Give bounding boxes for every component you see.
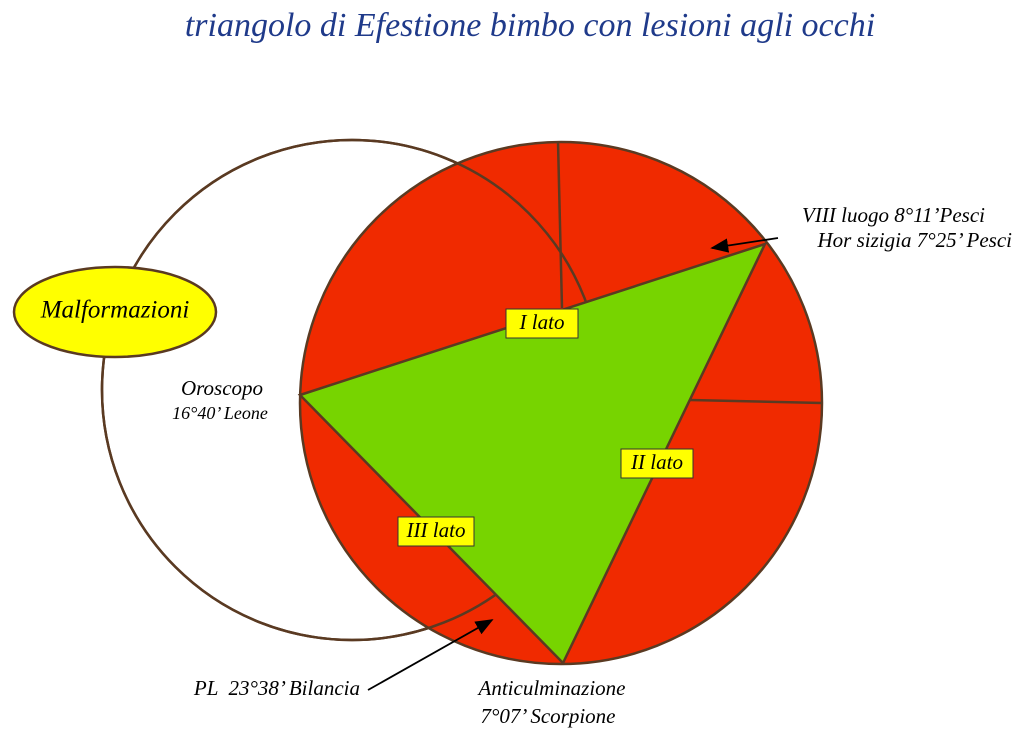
side-box [620,448,694,479]
divider [556,141,564,309]
point-label: VIII luogo 8°11’Pesci [802,203,985,227]
side-label: II lato [630,450,683,474]
oval [12,265,218,359]
point-detail: Hor sizigia 7°25’ Pesci [817,228,1013,252]
title: triangolo di Efestione bimbo con lesioni… [185,7,875,44]
arrow [367,619,494,691]
side-box [397,516,475,547]
side-box [505,308,579,339]
arrow [710,237,779,253]
side-label: I lato [519,310,565,334]
point-detail: 16°40’ Leone [172,403,268,423]
point-label: Oroscopo [181,376,263,400]
point-detail: 7°07’ Scorpione [481,704,616,728]
point-label: Anticulminazione [477,676,626,700]
oval-label: Malformazioni [40,297,190,324]
side-label: III lato [406,518,466,542]
point-label: PL 23°38’ Bilancia [193,676,360,700]
divider [689,398,823,405]
